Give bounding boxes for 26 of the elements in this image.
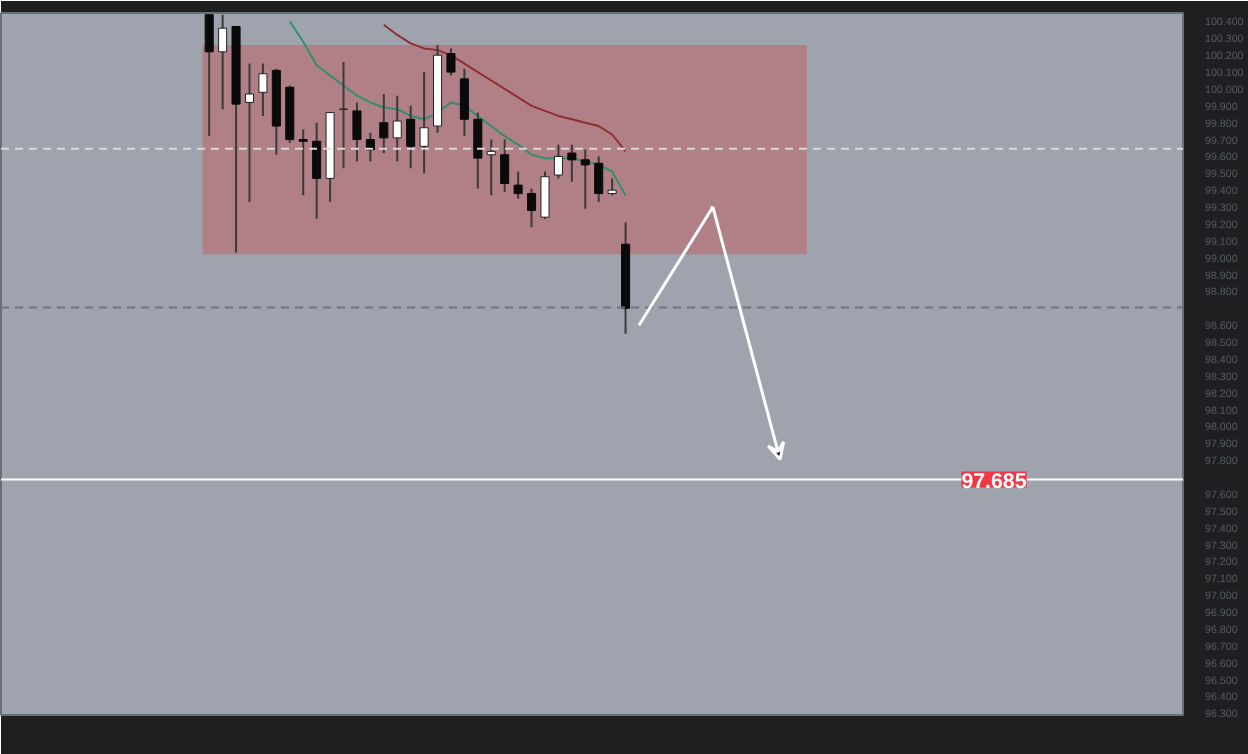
candlestick [594,155,604,203]
candlestick [553,143,563,180]
candlestick [298,128,308,197]
candlestick [486,138,496,197]
candlestick [379,93,389,155]
candlestick [473,111,483,190]
candlestick [406,104,416,170]
candlestick [500,138,510,193]
candlestick [513,170,523,200]
candlestick [459,67,469,138]
line-series [288,20,627,197]
candlestick [244,62,255,203]
candlestick [312,121,322,220]
candlestick [527,187,537,229]
candlestick [204,13,214,138]
candlestick [218,13,228,111]
ref-line-label: 97.685 [961,469,1027,494]
candlestick [352,101,362,163]
candlestick [580,148,590,210]
candlestick [258,62,268,117]
candlestick [392,94,402,163]
candlestick [540,170,550,220]
candlestick [419,71,429,175]
candlestick [567,143,577,183]
candlestick [446,47,456,77]
line-series [382,23,627,153]
